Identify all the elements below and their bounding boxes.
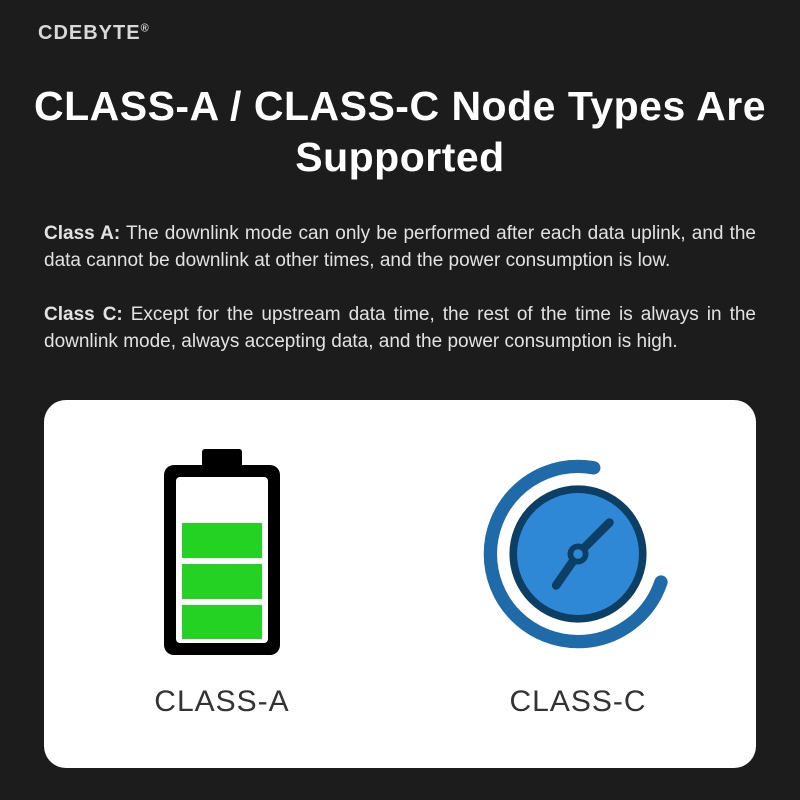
battery-icon [122,449,322,659]
class-a-card-label: CLASS-A [154,685,289,719]
class-a-cell: CLASS-A [44,400,400,768]
clock-icon [478,449,678,659]
class-a-body: The downlink mode can only be performed … [44,223,756,272]
class-c-label: Class C: [44,304,123,325]
class-c-description: Class C: Except for the upstream data ti… [0,301,800,356]
class-a-description: Class A: The downlink mode can only be p… [0,220,800,275]
class-c-cell: CLASS-C [400,400,756,768]
class-a-label: Class A: [44,223,120,244]
page-title: CLASS-A / CLASS-C Node Types Are Support… [0,81,800,184]
brand-text: CDEBYTE [38,22,141,44]
brand-logo: CDEBYTE® [0,0,800,45]
brand-mark: ® [141,22,150,34]
class-c-body: Except for the upstream data time, the r… [44,304,756,353]
class-c-card-label: CLASS-C [509,685,646,719]
feature-card: CLASS-A CLASS-C [44,400,756,768]
